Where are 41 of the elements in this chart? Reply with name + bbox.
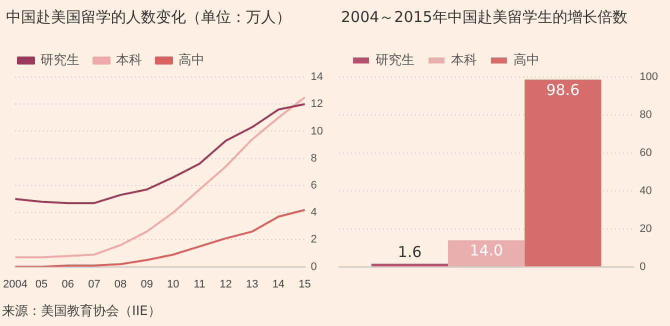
- y-tick-label: 6: [310, 179, 317, 192]
- data-label: 1.6: [398, 243, 422, 262]
- y-tick-label: 100: [640, 71, 658, 84]
- x-tick-label: 05: [35, 278, 48, 290]
- bar: [524, 80, 602, 266]
- chart-title: 中国赴美国留学的人数变化（单位：万人）: [6, 8, 291, 27]
- legend-label: 高中: [178, 52, 204, 68]
- source-note: 来源：美国教育协会（IIE）: [2, 302, 161, 320]
- data-label: 14.0: [470, 242, 504, 260]
- y-tick-label: 2: [310, 234, 317, 246]
- y-tick-label: 14: [310, 71, 324, 84]
- x-tick-label: 07: [88, 278, 100, 290]
- y-tick-label: 10: [310, 125, 324, 138]
- y-tick-label: 80: [640, 108, 652, 121]
- x-tick-label: 12: [220, 278, 232, 290]
- bar: [448, 240, 525, 266]
- legend-label: 本科: [116, 52, 142, 68]
- y-tick-label: 0: [310, 260, 317, 273]
- data-label: 98.6: [546, 81, 580, 100]
- x-tick-label: 13: [246, 278, 258, 290]
- x-tick-label: 11: [194, 278, 206, 290]
- y-tick-label: 40: [640, 184, 652, 197]
- x-tick-label: 15: [298, 278, 311, 290]
- bar: [371, 264, 448, 266]
- legend-label: 本科: [451, 52, 477, 68]
- y-tick-label: 4: [310, 206, 317, 219]
- x-tick-label: 08: [114, 278, 127, 290]
- legend-label: 研究生: [40, 52, 80, 68]
- x-tick-label: 10: [167, 278, 180, 290]
- x-tick-label: 09: [140, 278, 153, 290]
- x-tick-label: 06: [62, 278, 74, 290]
- legend-label: 高中: [514, 52, 540, 68]
- y-tick-label: 60: [640, 146, 652, 159]
- chart-title: 2004～2015年中国赴美留学生的增长倍数: [341, 8, 628, 27]
- legend-label: 研究生: [376, 52, 414, 68]
- y-tick-label: 0: [640, 260, 646, 273]
- y-tick-label: 8: [310, 152, 317, 164]
- y-tick-label: 20: [640, 222, 652, 235]
- x-tick-label: 2004: [2, 278, 28, 290]
- x-tick-label: 14: [272, 278, 285, 290]
- y-tick-label: 12: [310, 98, 324, 110]
